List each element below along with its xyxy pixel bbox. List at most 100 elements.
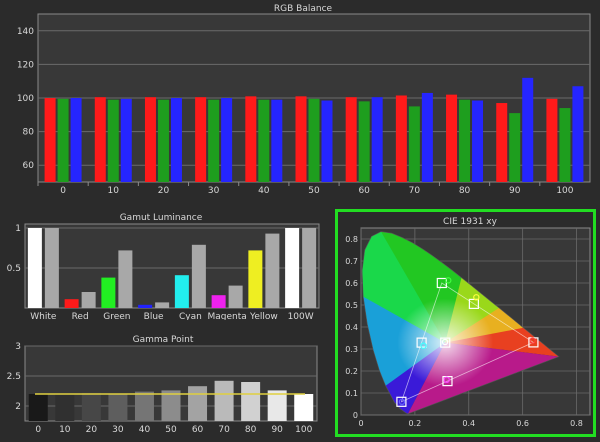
rgb-bar-blue	[321, 100, 333, 182]
rgb-x-tick-label: 70	[409, 186, 421, 196]
gamut-luminance-y-ticks: 0.51	[7, 224, 21, 274]
gamma-bar	[267, 390, 287, 421]
cie-y-tick-label: 0.1	[345, 389, 358, 398]
rgb-bar-red	[44, 98, 56, 182]
gamma-x-tick-label: 100	[295, 425, 312, 435]
rgb-balance-y-ticks: 60 80 100 120 140	[17, 27, 34, 171]
rgb-bar-blue	[70, 98, 82, 182]
cie-y-tick-label: 0.8	[345, 235, 358, 244]
cie-y-ticks: 0 0.1 0.2 0.3 0.4 0.5 0.6 0.7 0.8	[345, 235, 358, 420]
rgb-balance-x-ticks: 0 10 20 30 40 50 60 70 80 90 100	[37, 182, 574, 196]
rgb-x-tick-label: 50	[308, 186, 320, 196]
gamut-x-tick-label: 100W	[288, 312, 314, 320]
gamma-x-tick-label: 70	[218, 425, 230, 435]
rgb-bar-blue	[170, 98, 182, 182]
cie-locus-wedge	[445, 327, 559, 357]
gamma-bar	[55, 394, 75, 421]
gamut-luminance-chart: Gamut Luminance 0.51 White Red Green Blue Cy…	[7, 213, 320, 320]
cie-measured-cyan	[420, 342, 427, 349]
rgb-x-tick-label: 60	[358, 186, 370, 196]
rgb-bar-blue	[271, 99, 283, 182]
gamut-luminance-x-ticks: White Red Green Blue Cyan Magenta Yellow 100W	[30, 312, 313, 320]
cie-x-tick-label: 0	[358, 419, 363, 428]
gamut-bar-measured	[285, 228, 300, 308]
cie-measured-yellow	[473, 294, 480, 301]
gamut-bar-reference	[302, 228, 317, 308]
cie-locus-outline	[361, 231, 560, 415]
cie-measured-red	[529, 337, 536, 344]
cie-y-tick-label: 0.2	[345, 367, 358, 376]
gamut-luminance-title: Gamut Luminance	[120, 213, 203, 223]
gamut-y-tick-label: 0.5	[7, 264, 21, 274]
cie-gamut-triangle	[400, 282, 535, 403]
rgb-bar-red	[496, 103, 508, 182]
gamma-bar	[161, 390, 181, 421]
cie-target-white	[440, 337, 451, 348]
gamut-bar-measured	[64, 299, 79, 308]
rgb-bar-green	[308, 98, 320, 182]
cie-y-tick-label: 0.4	[345, 323, 358, 332]
gamut-bar-measured	[174, 275, 189, 308]
gamma-point-chart: Gamma Point 22.53 0 10 20 30 40 50 60 70 80 90 100	[7, 335, 318, 435]
rgb-bar-blue	[472, 100, 484, 182]
gamma-x-tick-label: 0	[35, 425, 41, 435]
gamma-x-tick-label: 10	[59, 425, 71, 435]
rgb-y-tick-label: 60	[23, 161, 35, 171]
gamma-y-tick-label: 3	[15, 342, 21, 352]
rgb-y-tick-label: 140	[17, 27, 34, 37]
gamma-bar	[214, 380, 234, 421]
rgb-balance-bars	[44, 77, 584, 182]
gamut-bar-measured	[211, 295, 226, 308]
rgb-bar-red	[94, 97, 106, 182]
gamut-bar-reference	[155, 302, 170, 308]
rgb-x-tick-label: 20	[158, 186, 170, 196]
rgb-x-tick-label: 100	[556, 186, 573, 196]
rgb-bar-blue	[421, 92, 433, 182]
rgb-y-tick-label: 80	[23, 128, 35, 138]
rgb-bar-green	[208, 99, 220, 182]
gamut-bar-measured	[27, 228, 42, 308]
gamut-x-tick-label: Cyan	[179, 312, 202, 320]
gamut-x-tick-label: Magenta	[207, 312, 246, 320]
gamma-x-tick-label: 40	[139, 425, 151, 435]
rgb-bar-green	[157, 99, 169, 182]
rgb-balance-chart: RGB Balance 60 80 100 120 140 0 10 20 30 40 50 60 7…	[17, 4, 591, 196]
cie-target-magenta	[442, 376, 453, 387]
gamut-bar-reference	[81, 292, 96, 308]
gamma-x-tick-label: 20	[86, 425, 98, 435]
gamut-x-tick-label: Red	[72, 312, 89, 320]
rgb-bar-red	[195, 97, 207, 182]
gamut-x-tick-label: Blue	[144, 312, 164, 320]
rgb-x-tick-label: 30	[208, 186, 220, 196]
rgb-bar-red	[446, 94, 458, 182]
rgb-bar-red	[144, 97, 156, 182]
rgb-bar-blue	[371, 97, 383, 182]
gamma-x-tick-label: 60	[192, 425, 204, 435]
rgb-bar-green	[559, 108, 571, 182]
gamut-y-tick-label: 1	[15, 224, 21, 234]
gamut-x-tick-label: White	[30, 312, 57, 320]
cie-y-tick-label: 0.7	[345, 257, 358, 266]
cie-target-yellow	[468, 298, 479, 310]
gamma-point-x-ticks: 0 10 20 30 40 50 60 70 80 90 100	[35, 425, 312, 435]
cie-measured-blue	[398, 398, 406, 405]
cie-target-markers	[396, 277, 539, 407]
rgb-bar-red	[395, 95, 407, 182]
rgb-bar-green	[459, 99, 471, 182]
cie-title: CIE 1931 xy	[443, 217, 498, 227]
gamma-bar	[188, 386, 208, 421]
cie-locus-fill	[362, 231, 559, 414]
gamma-x-tick-label: 90	[271, 425, 283, 435]
rgb-bar-red	[345, 97, 357, 182]
cie-x-tick-label: 0.6	[516, 419, 529, 428]
gamut-x-tick-label: Green	[103, 312, 130, 320]
gamma-bar	[28, 394, 48, 421]
cie-y-tick-label: 0.5	[345, 301, 358, 310]
rgb-bar-red	[546, 98, 558, 182]
rgb-bar-blue	[572, 86, 584, 182]
gamma-point-title: Gamma Point	[133, 335, 194, 345]
cie-y-tick-label: 0.3	[345, 345, 358, 354]
cie-x-tick-label: 0.2	[409, 419, 422, 428]
gamma-x-tick-label: 80	[245, 425, 257, 435]
